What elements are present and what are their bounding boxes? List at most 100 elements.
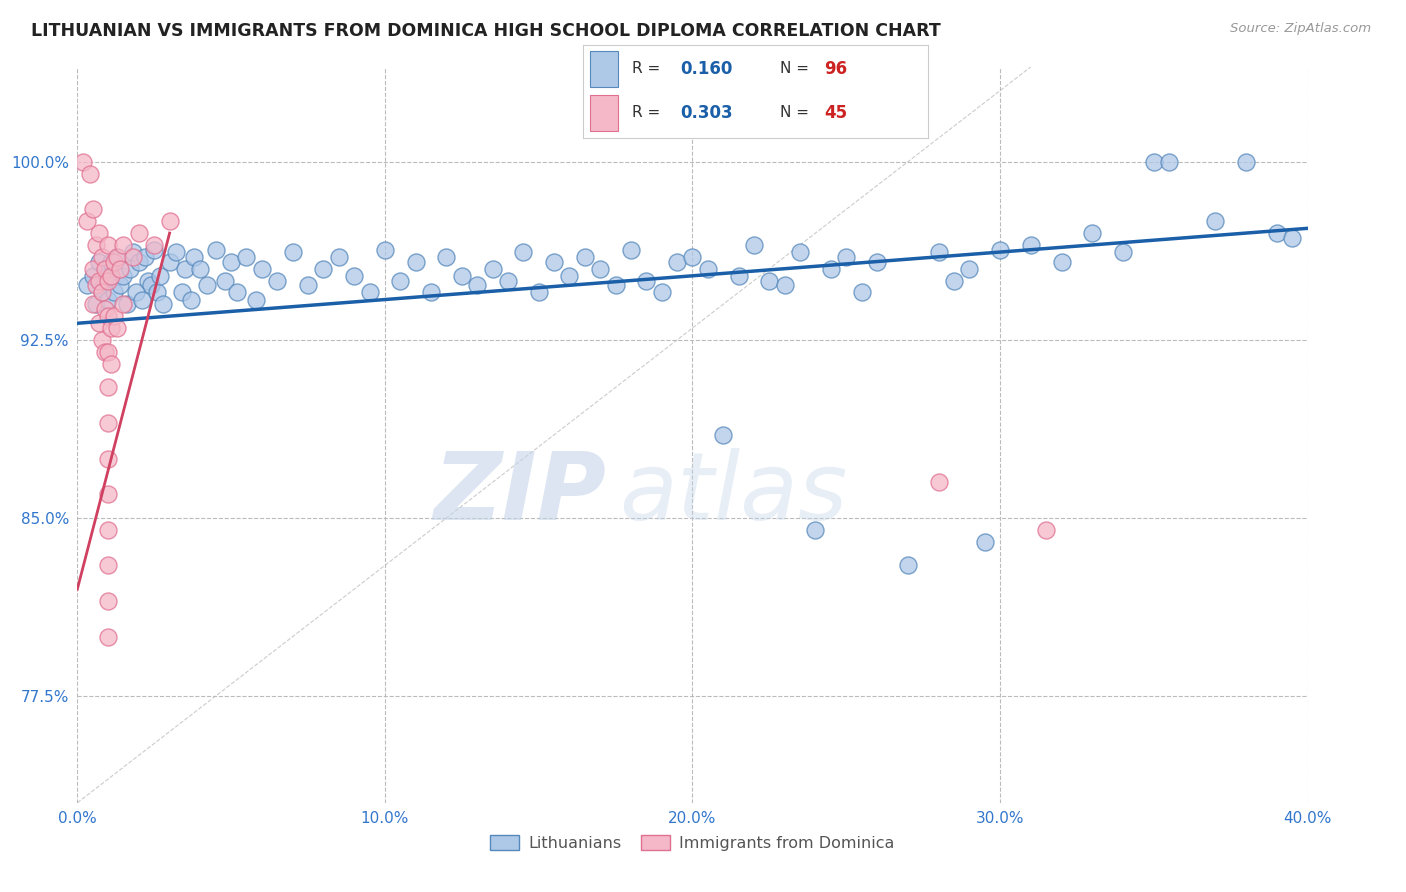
Point (1204, 214, 1226, 228)
Point (143, 238, 166, 252)
Point (651, 285, 673, 300)
Point (204, 243, 226, 257)
Point (84, 278, 107, 293)
Point (1019, 238, 1042, 252)
Point (1081, 226, 1104, 240)
Point (97, 309, 120, 323)
Point (219, 254, 242, 268)
Point (121, 250, 143, 264)
Point (82, 261, 104, 276)
Text: N =: N = (780, 105, 808, 120)
Point (226, 285, 249, 300)
Point (789, 245, 811, 260)
Point (928, 245, 950, 260)
Point (110, 278, 132, 293)
Point (359, 285, 381, 300)
Point (103, 309, 125, 323)
Point (105, 250, 128, 264)
Point (82, 202, 104, 217)
Point (666, 254, 689, 268)
Point (76, 278, 98, 293)
Point (266, 274, 288, 288)
Point (90, 250, 114, 264)
Point (100, 357, 122, 371)
Point (136, 274, 159, 288)
Point (141, 278, 163, 293)
Bar (591, 95, 619, 131)
Point (773, 278, 796, 293)
Point (146, 285, 169, 300)
Point (605, 278, 627, 293)
Text: R =: R = (631, 62, 659, 77)
Point (682, 250, 704, 264)
Point (94, 274, 117, 288)
Bar (591, 51, 619, 87)
Text: 96: 96 (824, 60, 848, 78)
Point (94, 344, 117, 359)
Point (97, 380, 120, 394)
Point (1143, 154, 1166, 169)
Point (897, 558, 920, 573)
Point (758, 274, 780, 288)
Point (125, 285, 148, 300)
Point (727, 268, 749, 283)
Point (527, 285, 550, 300)
Point (711, 427, 734, 442)
Point (835, 250, 858, 264)
Point (90, 285, 114, 300)
Point (851, 285, 873, 300)
Point (374, 243, 396, 257)
Text: ZIP: ZIP (433, 448, 606, 540)
Text: N =: N = (780, 62, 808, 77)
Point (143, 243, 166, 257)
Point (620, 243, 643, 257)
Point (866, 254, 889, 268)
Point (110, 261, 132, 276)
Point (152, 297, 174, 311)
Point (149, 268, 172, 283)
Point (97, 594, 120, 608)
Point (170, 285, 193, 300)
Point (82, 297, 104, 311)
Point (1265, 226, 1288, 240)
Point (543, 254, 565, 268)
Point (97, 451, 120, 466)
Point (100, 254, 122, 268)
Point (589, 261, 612, 276)
Point (105, 250, 128, 264)
Point (134, 250, 156, 264)
Point (87, 226, 110, 240)
Point (84, 238, 107, 252)
Point (281, 245, 304, 260)
Point (957, 261, 980, 276)
Point (97, 523, 120, 537)
Point (121, 245, 143, 260)
Point (131, 293, 153, 307)
Point (312, 261, 335, 276)
Point (90, 333, 114, 347)
Point (118, 261, 141, 276)
Text: atlas: atlas (619, 448, 846, 540)
Point (328, 250, 350, 264)
Point (420, 285, 443, 300)
Point (496, 274, 519, 288)
Point (804, 523, 827, 537)
Point (1281, 231, 1303, 245)
Point (512, 245, 534, 260)
Point (942, 274, 965, 288)
Point (82, 268, 104, 283)
Point (97, 293, 120, 307)
Point (72, 154, 94, 169)
Point (297, 278, 319, 293)
Point (188, 261, 212, 276)
Point (105, 321, 128, 335)
Point (820, 261, 842, 276)
Point (97, 261, 120, 276)
Point (165, 245, 187, 260)
Legend: Lithuanians, Immigrants from Dominica: Lithuanians, Immigrants from Dominica (484, 829, 901, 857)
Text: Source: ZipAtlas.com: Source: ZipAtlas.com (1230, 22, 1371, 36)
Point (159, 254, 181, 268)
Point (103, 285, 125, 300)
Text: 0.303: 0.303 (681, 104, 733, 122)
Point (94, 301, 117, 316)
